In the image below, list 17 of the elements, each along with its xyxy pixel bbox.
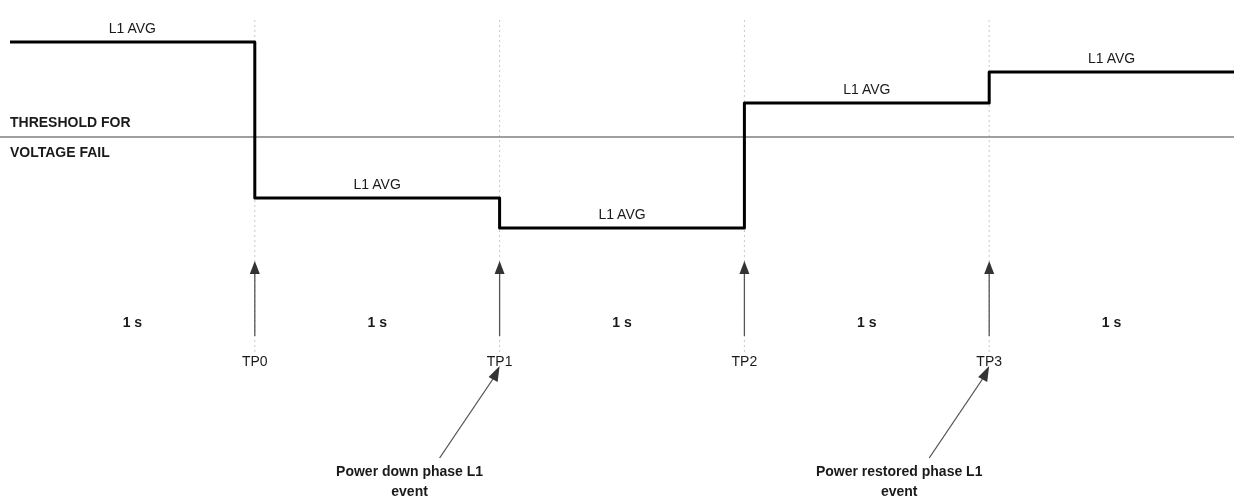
text: L1 AVG <box>108 20 157 36</box>
x-tick-label: TP3 <box>976 353 1003 369</box>
text: Power down phase L1 event <box>336 463 484 499</box>
annotation: L1 AVG <box>1087 49 1136 66</box>
x-tick-label: TP1 <box>486 353 513 369</box>
annotation: L1 AVG <box>353 176 401 193</box>
annotation: L1 AVG <box>598 206 646 222</box>
x-tick-label: TP0 <box>241 353 268 369</box>
text: 1 s <box>1101 314 1122 330</box>
text: 1 s <box>612 314 632 330</box>
text: 1 s <box>367 314 388 330</box>
text: 1 s <box>857 314 877 330</box>
ref-line-label: THRESHOLD FOR VOLTAGE FAIL <box>10 114 131 161</box>
annotation: L1 AVG <box>843 81 891 98</box>
x-tick-label: TP2 <box>731 353 758 369</box>
text: 1 s <box>122 314 143 330</box>
text: Power restored phase L1 event <box>815 463 983 499</box>
